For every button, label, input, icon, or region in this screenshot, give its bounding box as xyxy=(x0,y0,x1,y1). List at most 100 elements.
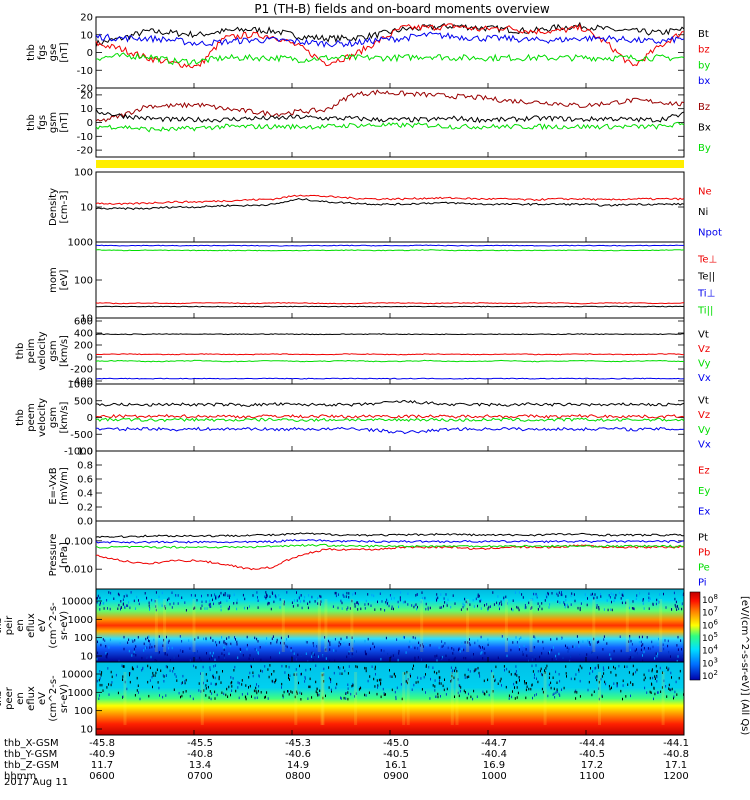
peer-spectrogram-pixel xyxy=(328,676,330,680)
peir-spectrogram-pixel xyxy=(155,591,157,594)
peir-spectrogram-pixel xyxy=(443,597,445,600)
peir-spectrogram-pixel xyxy=(265,591,267,594)
peir-spectrogram-pixel xyxy=(312,642,314,645)
peim-velocity-ytick-label: -200 xyxy=(70,365,93,376)
peir-spectrogram-pixel xyxy=(422,645,424,648)
peir-spectrogram-pixel xyxy=(273,600,275,604)
peer-spectrogram-pixel xyxy=(605,682,607,686)
peim-velocity-ytick-label: 200 xyxy=(74,341,93,352)
peir-spectrogram-pixel xyxy=(270,656,272,659)
peir-spectrogram-pixel xyxy=(117,592,119,596)
peer-spectrogram-pixel xyxy=(309,677,311,681)
peir-spectrogram-pixel xyxy=(569,659,571,663)
peir-spectrogram-pixel xyxy=(534,636,536,640)
peir-spectrogram-pixel xyxy=(342,593,344,597)
peer-spectrogram-pixel xyxy=(575,689,577,693)
peer-spectrogram-pixel xyxy=(340,697,342,700)
peer-spectrogram-pixel xyxy=(261,670,263,673)
peir-spectrogram-pixel xyxy=(229,644,231,648)
peir-spectrogram-pixel xyxy=(236,640,238,644)
peer-spectrogram-pixel xyxy=(308,685,310,689)
peir-spectrogram-pixel xyxy=(126,604,128,607)
peer-spectrogram-pixel xyxy=(556,689,558,693)
peer-spectrogram-pixel xyxy=(207,685,209,689)
peer-spectrogram-pixel xyxy=(446,687,448,691)
peer-spectrogram-pixel xyxy=(299,664,300,668)
peer-spectrogram-pixel xyxy=(325,694,326,698)
peir-spectrogram-pixel xyxy=(272,635,274,638)
peer-spectrogram-pixel xyxy=(620,689,622,693)
peer-spectrogram-pixel xyxy=(651,683,653,686)
peir-spectrogram-pixel xyxy=(325,657,327,660)
peir-spectrogram-pixel xyxy=(364,607,366,610)
peer-spectrogram-pixel xyxy=(380,678,382,682)
peir-spectrogram-pixel xyxy=(570,594,572,598)
peir-spectrogram-pixel xyxy=(398,652,400,655)
peer-spectrogram-pixel xyxy=(479,675,481,678)
peir-spectrogram-pixel xyxy=(565,644,566,648)
peer-spectrogram-pixel xyxy=(651,668,653,671)
peer-spectrogram-ylabel-line: eflux xyxy=(26,686,37,711)
peer-spectrogram-pixel xyxy=(294,695,296,699)
peir-spectrogram-pixel xyxy=(271,637,273,641)
peir-spectrogram-pixel xyxy=(291,601,293,604)
peer-spectrogram-pixel xyxy=(271,679,273,683)
efield-ytick-label: 0.4 xyxy=(77,489,93,500)
fgs-gsm-legend-Bx: Bx xyxy=(698,123,711,134)
peir-spectrogram-pixel xyxy=(153,638,155,642)
peir-spectrogram-pixel xyxy=(122,598,124,601)
peer-spectrogram-streak xyxy=(661,672,665,725)
peir-spectrogram-pixel xyxy=(657,652,659,655)
peer-spectrogram-streak xyxy=(123,672,127,725)
peir-spectrogram-pixel xyxy=(257,599,259,602)
peir-spectrogram-pixel xyxy=(175,594,177,597)
peir-spectrogram-pixel xyxy=(667,639,669,643)
peir-spectrogram-pixel xyxy=(207,594,209,597)
peir-spectrogram-ylabel-line: en xyxy=(15,619,26,632)
peir-spectrogram-pixel xyxy=(633,607,635,611)
peer-spectrogram-pixel xyxy=(205,673,207,676)
peer-spectrogram-pixel xyxy=(542,690,544,694)
peir-spectrogram-pixel xyxy=(429,606,431,610)
peir-spectrogram-pixel xyxy=(347,606,349,609)
peir-spectrogram-pixel xyxy=(286,645,288,649)
peir-spectrogram-pixel xyxy=(461,647,463,651)
peer-spectrogram-pixel xyxy=(102,689,104,692)
x-axis-value: 14.9 xyxy=(287,760,309,771)
peir-spectrogram-pixel xyxy=(234,636,235,639)
peir-spectrogram-pixel xyxy=(655,602,657,606)
peir-spectrogram-pixel xyxy=(477,593,479,596)
peer-spectrogram-pixel xyxy=(649,676,651,680)
peer-spectrogram-pixel xyxy=(288,673,289,677)
peer-spectrogram-pixel xyxy=(129,680,131,684)
peir-spectrogram-pixel xyxy=(168,639,170,643)
peir-spectrogram-pixel xyxy=(188,639,190,642)
peir-spectrogram-pixel xyxy=(539,605,541,608)
colorbar-tick-label: 103 xyxy=(702,656,718,669)
peer-spectrogram-pixel xyxy=(347,683,349,686)
peir-spectrogram-pixel xyxy=(516,605,518,609)
peer-spectrogram-pixel xyxy=(107,667,109,670)
peer-spectrogram-pixel xyxy=(305,668,307,672)
pressure-ytick-label: 0.100 xyxy=(64,536,93,547)
peem-velocity-legend-Vz: Vz xyxy=(698,410,710,421)
peer-spectrogram-ylabel-line: eV xyxy=(37,692,48,705)
peer-spectrogram-pixel xyxy=(524,680,525,683)
peir-spectrogram-pixel xyxy=(335,591,337,595)
pressure-series-Pi xyxy=(95,539,685,544)
peir-spectrogram-pixel xyxy=(118,603,120,607)
peir-spectrogram-pixel xyxy=(168,597,170,600)
peir-spectrogram-pixel xyxy=(120,607,121,611)
peir-spectrogram-pixel xyxy=(641,644,643,648)
peir-spectrogram-pixel xyxy=(285,644,287,648)
peer-spectrogram-pixel xyxy=(355,692,357,695)
peir-spectrogram-pixel xyxy=(559,601,561,604)
peer-spectrogram-pixel xyxy=(218,675,220,679)
fgs-gsm-series-Bz xyxy=(95,89,685,123)
peir-spectrogram-pixel xyxy=(437,596,439,600)
peir-spectrogram-pixel xyxy=(663,647,665,651)
peer-spectrogram-pixel xyxy=(575,697,577,700)
peir-spectrogram-pixel xyxy=(440,593,442,596)
peer-spectrogram-pixel xyxy=(345,692,347,695)
